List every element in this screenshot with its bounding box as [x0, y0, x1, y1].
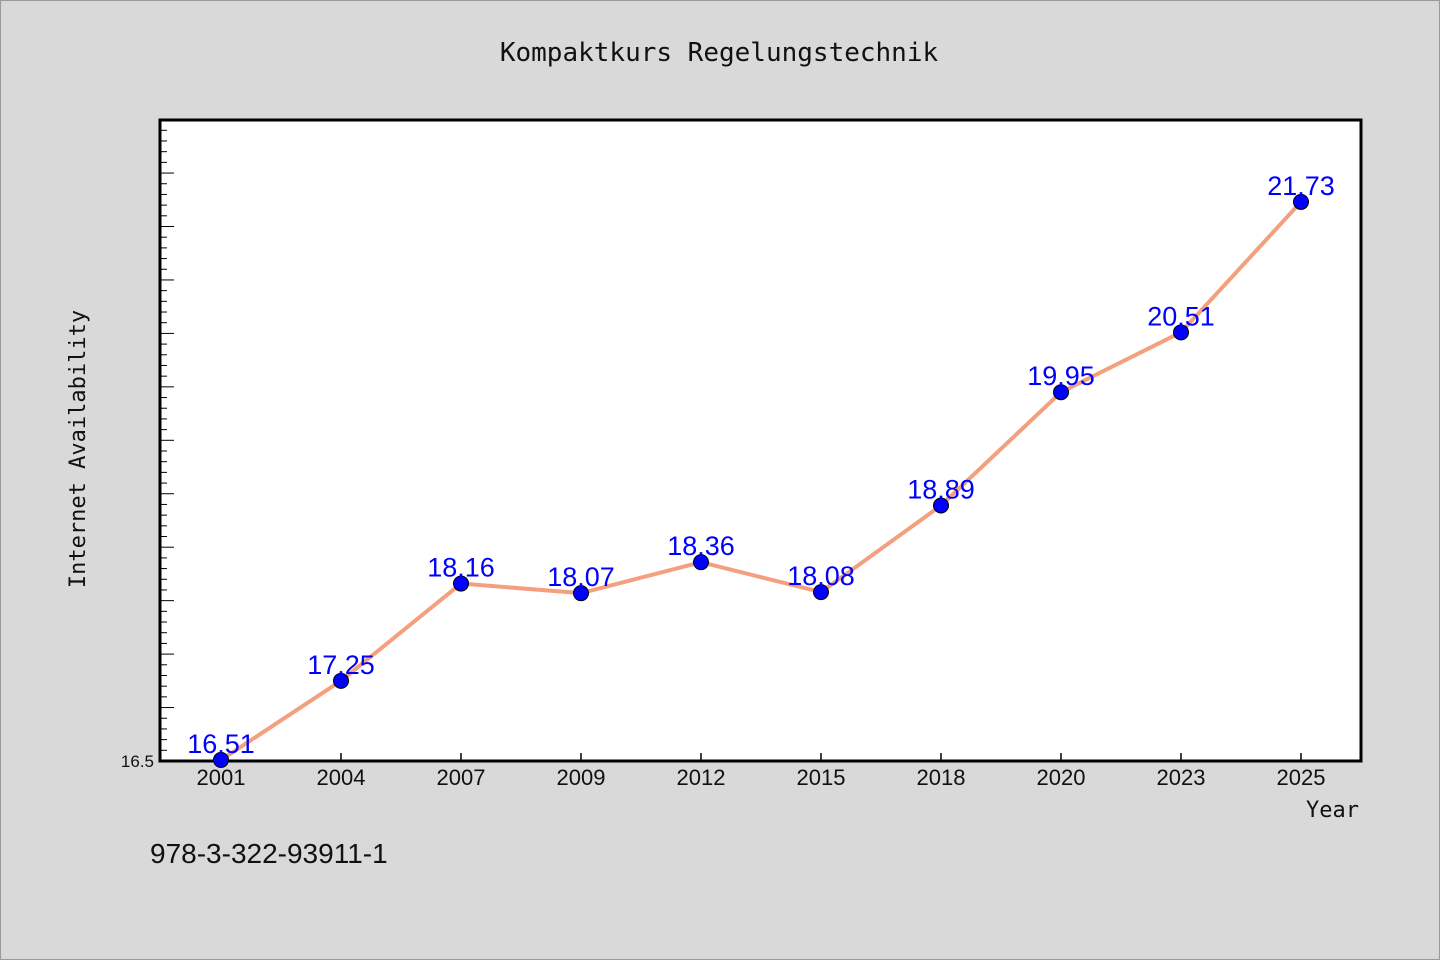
x-tick-label: 2018: [917, 765, 966, 790]
data-point: [1293, 193, 1309, 210]
data-point: [1053, 384, 1069, 401]
x-tick-label: 2020: [1037, 765, 1086, 790]
data-label: 16.51: [187, 729, 255, 759]
isbn-text: 978-3-322-93911-1: [150, 838, 388, 869]
x-tick-label: 2007: [437, 765, 486, 790]
data-label: 21.73: [1267, 171, 1335, 201]
data-label: 17.25: [307, 650, 375, 680]
data-markers: [213, 193, 1309, 768]
data-label: 18.36: [667, 531, 735, 561]
x-axis-label: Year: [1306, 798, 1359, 823]
data-point: [213, 751, 229, 768]
data-label: 18.16: [427, 553, 495, 583]
data-point: [453, 575, 469, 592]
data-point: [813, 584, 829, 601]
x-axis-ticks: 2001 2004 2007 2009 2012 2015 2018 2020 2023 2025: [197, 753, 1326, 790]
x-tick-label: 2023: [1157, 765, 1206, 790]
x-tick-label: 2025: [1277, 765, 1326, 790]
x-tick-label: 2009: [557, 765, 606, 790]
data-label: 20.51: [1147, 301, 1215, 331]
data-point: [333, 672, 349, 689]
y-tick-label-min: 16.5: [121, 752, 154, 771]
x-tick-label: 2015: [797, 765, 846, 790]
data-label: 19.95: [1027, 361, 1095, 391]
data-labels: 16.51 17.25 18.16 18.07 18.36 18.08 18.89 19.95…: [187, 171, 1335, 759]
x-tick-label: 2004: [317, 765, 366, 790]
x-tick-label: 2012: [677, 765, 726, 790]
data-point: [933, 497, 949, 514]
series-line: [219, 200, 1303, 762]
data-label: 18.08: [787, 561, 855, 591]
data-label: 18.89: [907, 475, 975, 505]
data-label: 18.07: [547, 562, 615, 592]
y-axis-ticks: [160, 129, 174, 762]
data-point: [693, 554, 709, 571]
x-tick-label: 2001: [197, 765, 246, 790]
plot-area: [158, 118, 1363, 763]
data-point: [1173, 324, 1189, 341]
data-point: [573, 585, 589, 602]
chart-title: Kompaktkurs Regelungstechnik: [500, 38, 939, 68]
y-axis-label: Internet Availability: [66, 310, 91, 588]
